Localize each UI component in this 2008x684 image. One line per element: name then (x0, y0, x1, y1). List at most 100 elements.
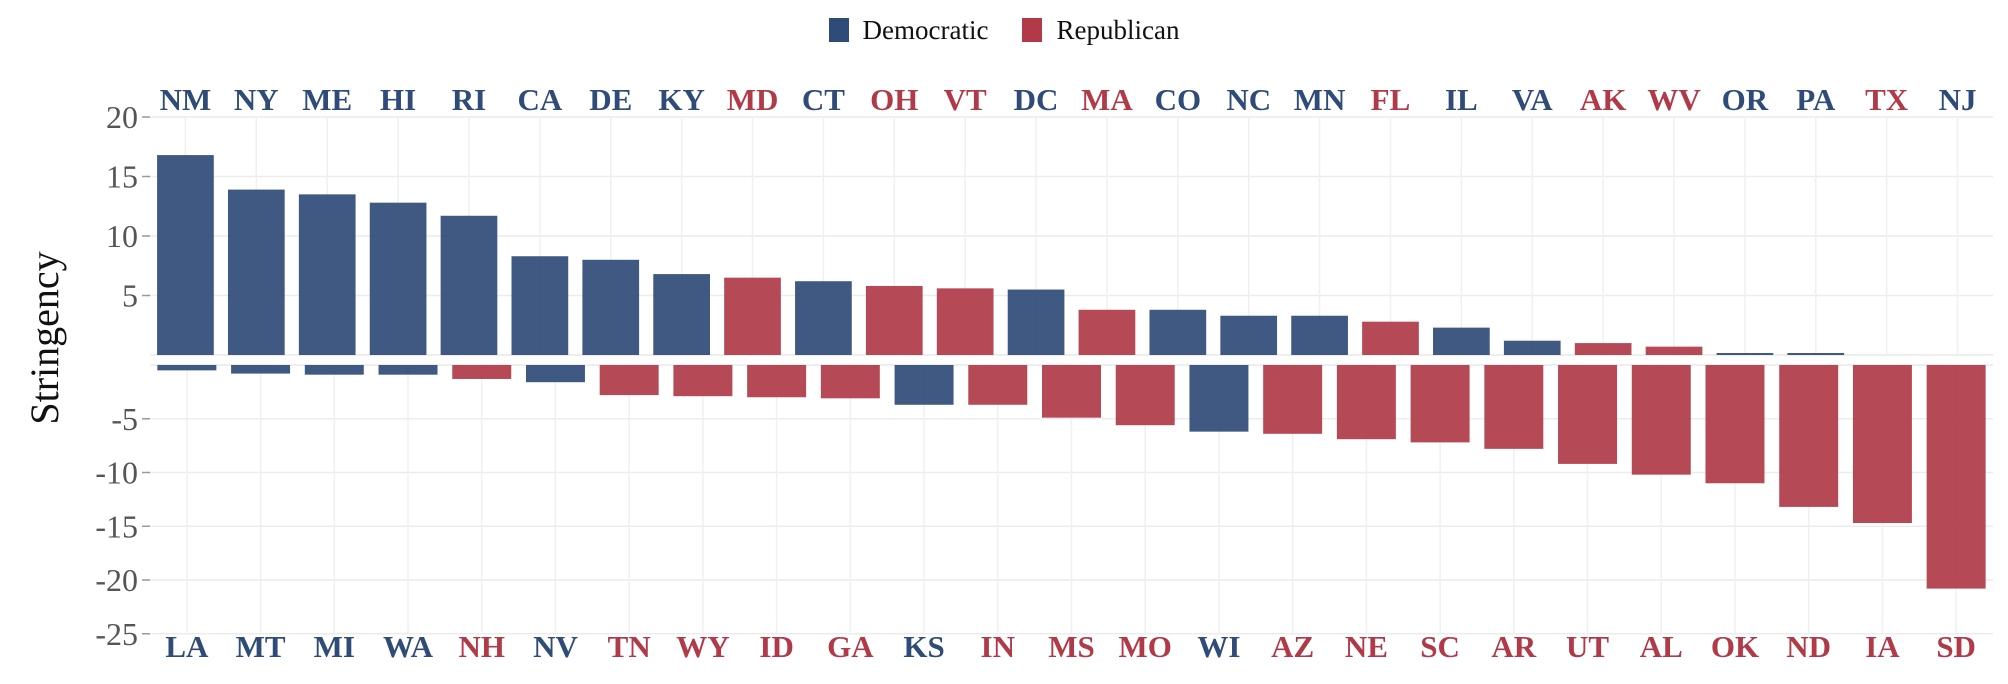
bar-fl (1362, 321, 1419, 355)
bar-ut (1558, 365, 1618, 464)
bar-mn (1291, 315, 1348, 355)
bar-nh (452, 365, 512, 379)
state-label-mn: MN (1294, 82, 1346, 117)
state-label-tx: TX (1865, 82, 1909, 117)
bar-ok (1705, 365, 1765, 484)
state-label-ne: NE (1345, 629, 1388, 664)
state-label-nd: ND (1786, 629, 1831, 664)
state-label-ks: KS (903, 629, 944, 664)
bar-mo (1115, 365, 1175, 426)
state-label-wv: WV (1647, 82, 1701, 117)
bar-ia (1852, 365, 1912, 524)
state-label-ms: MS (1048, 629, 1095, 664)
y-tick-label: -10 (95, 455, 138, 491)
legend-label-democratic: Democratic (862, 14, 989, 45)
bar-wi (1189, 365, 1249, 432)
state-label-pa: PA (1796, 82, 1836, 117)
chart-legend: Democratic Republican (0, 12, 2008, 48)
state-label-vt: VT (944, 82, 987, 117)
bar-wa (378, 365, 438, 375)
state-label-nh: NH (458, 629, 505, 664)
bar-la (157, 365, 217, 371)
bar-ne (1336, 365, 1396, 440)
state-label-wa: WA (383, 629, 434, 664)
legend-label-republican: Republican (1056, 14, 1180, 45)
state-label-ma: MA (1081, 82, 1133, 117)
state-label-il: IL (1445, 82, 1478, 117)
bar-ms (1042, 365, 1101, 418)
state-label-la: LA (165, 629, 209, 664)
state-label-va: VA (1512, 82, 1553, 117)
bar-id (747, 365, 807, 398)
y-tick-label: -5 (111, 401, 138, 437)
top-row-bars (157, 155, 1845, 355)
bar-ks (894, 365, 954, 405)
legend-swatch-republican (1022, 18, 1043, 42)
state-label-nm: NM (160, 82, 212, 117)
state-label-ga: GA (827, 629, 874, 664)
bar-co (1149, 309, 1207, 355)
state-label-nv: NV (533, 629, 578, 664)
bar-mi (304, 365, 364, 375)
state-label-ri: RI (452, 82, 486, 117)
state-label-al: AL (1640, 629, 1683, 664)
bar-nv (525, 365, 585, 383)
bar-ct (795, 281, 852, 355)
state-label-nc: NC (1226, 82, 1271, 117)
axis-layer: 20 15 10 5 -5 -10 -15 -20 -25 (95, 99, 150, 652)
bottom-row-bars (157, 365, 1986, 589)
state-label-mi: MI (314, 629, 355, 664)
bar-ar (1484, 365, 1544, 449)
y-tick-label: -25 (95, 616, 138, 652)
state-label-ar: AR (1491, 629, 1536, 664)
bar-ny (227, 189, 285, 355)
state-label-wi: WI (1197, 629, 1240, 664)
bar-ri (440, 215, 498, 355)
state-label-id: ID (759, 629, 793, 664)
state-label-fl: FL (1371, 82, 1411, 117)
y-tick-label: 10 (106, 218, 138, 254)
bar-tn (599, 365, 659, 396)
state-label-me: ME (302, 82, 352, 117)
bar-nm (157, 155, 214, 355)
state-label-hi: HI (380, 82, 416, 117)
bar-ga (820, 365, 880, 399)
state-label-or: OR (1722, 82, 1769, 117)
state-label-oh: OH (870, 82, 918, 117)
state-label-ca: CA (517, 82, 562, 117)
bar-vt (936, 288, 994, 355)
state-label-wy: WY (676, 629, 729, 664)
bar-ak (1574, 343, 1632, 355)
bar-md (724, 277, 781, 355)
y-tick-label: 5 (122, 278, 138, 314)
y-tick-label: 20 (106, 99, 138, 135)
state-label-nj: NJ (1939, 82, 1977, 117)
state-label-co: CO (1155, 82, 1202, 117)
top-row-state-labels: NM NY ME HI RI CA DE KY MD CT OH VT DC MA CO NC MN FL IL VA… (160, 82, 1977, 117)
bar-ma (1078, 309, 1136, 355)
bar-in (968, 365, 1028, 405)
state-label-md: MD (727, 82, 779, 117)
bar-va (1503, 340, 1561, 355)
bar-sc (1410, 365, 1470, 443)
state-label-ok: OK (1711, 629, 1759, 664)
y-tick-label: -15 (95, 508, 138, 544)
state-label-in: IN (981, 629, 1015, 664)
bar-wv (1645, 346, 1703, 355)
y-axis-label: Stringency (22, 251, 67, 424)
state-label-dc: DC (1014, 82, 1059, 117)
bar-ky (653, 274, 710, 355)
bar-il (1433, 327, 1490, 355)
bar-al (1631, 365, 1691, 475)
bar-wy (673, 365, 733, 397)
legend-item-democratic: Democratic (828, 14, 989, 46)
state-label-mo: MO (1119, 629, 1172, 664)
bar-or (1716, 353, 1774, 355)
bar-hi (369, 202, 427, 355)
state-label-sc: SC (1420, 629, 1460, 664)
bar-pa (1787, 353, 1845, 355)
legend-swatch-democratic (828, 18, 849, 42)
state-label-az: AZ (1271, 629, 1314, 664)
state-label-ak: AK (1580, 82, 1627, 117)
